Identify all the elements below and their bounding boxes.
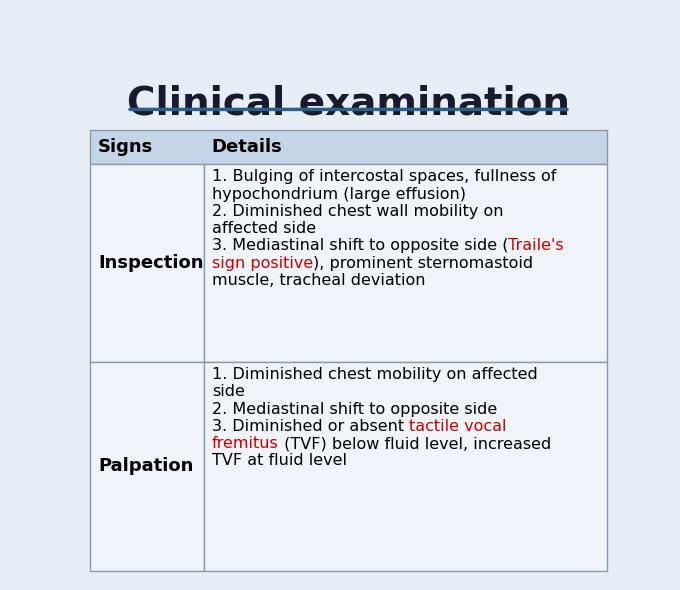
Text: tactile vocal: tactile vocal	[409, 419, 507, 434]
Text: TVF at fluid level: TVF at fluid level	[211, 453, 347, 468]
Text: 2. Diminished chest wall mobility on: 2. Diminished chest wall mobility on	[211, 204, 503, 219]
Text: ), prominent sternomastoid: ), prominent sternomastoid	[313, 255, 533, 271]
FancyBboxPatch shape	[90, 362, 204, 571]
Text: side: side	[211, 384, 245, 399]
FancyBboxPatch shape	[204, 362, 607, 571]
FancyBboxPatch shape	[90, 164, 204, 362]
Text: Inspection: Inspection	[98, 254, 204, 272]
Text: Palpation: Palpation	[98, 457, 194, 475]
Text: sign positive: sign positive	[211, 255, 313, 271]
Text: 1. Diminished chest mobility on affected: 1. Diminished chest mobility on affected	[211, 367, 538, 382]
Text: hypochondrium (large effusion): hypochondrium (large effusion)	[211, 186, 466, 202]
Text: Clinical examination: Clinical examination	[127, 84, 570, 123]
Text: Details: Details	[211, 138, 283, 156]
Text: 2. Mediastinal shift to opposite side: 2. Mediastinal shift to opposite side	[211, 402, 497, 417]
Text: 3. Diminished or absent: 3. Diminished or absent	[211, 419, 409, 434]
Text: (TVF) below fluid level, increased: (TVF) below fluid level, increased	[279, 436, 551, 451]
Text: 1. Bulging of intercostal spaces, fullness of: 1. Bulging of intercostal spaces, fullne…	[211, 169, 556, 185]
Text: fremitus: fremitus	[211, 436, 279, 451]
Text: Traile's: Traile's	[508, 238, 564, 254]
FancyBboxPatch shape	[90, 130, 607, 164]
Text: muscle, tracheal deviation: muscle, tracheal deviation	[211, 273, 425, 288]
Text: affected side: affected side	[211, 221, 316, 236]
FancyBboxPatch shape	[204, 164, 607, 362]
Text: 3. Mediastinal shift to opposite side (: 3. Mediastinal shift to opposite side (	[211, 238, 508, 254]
Text: Signs: Signs	[98, 138, 154, 156]
